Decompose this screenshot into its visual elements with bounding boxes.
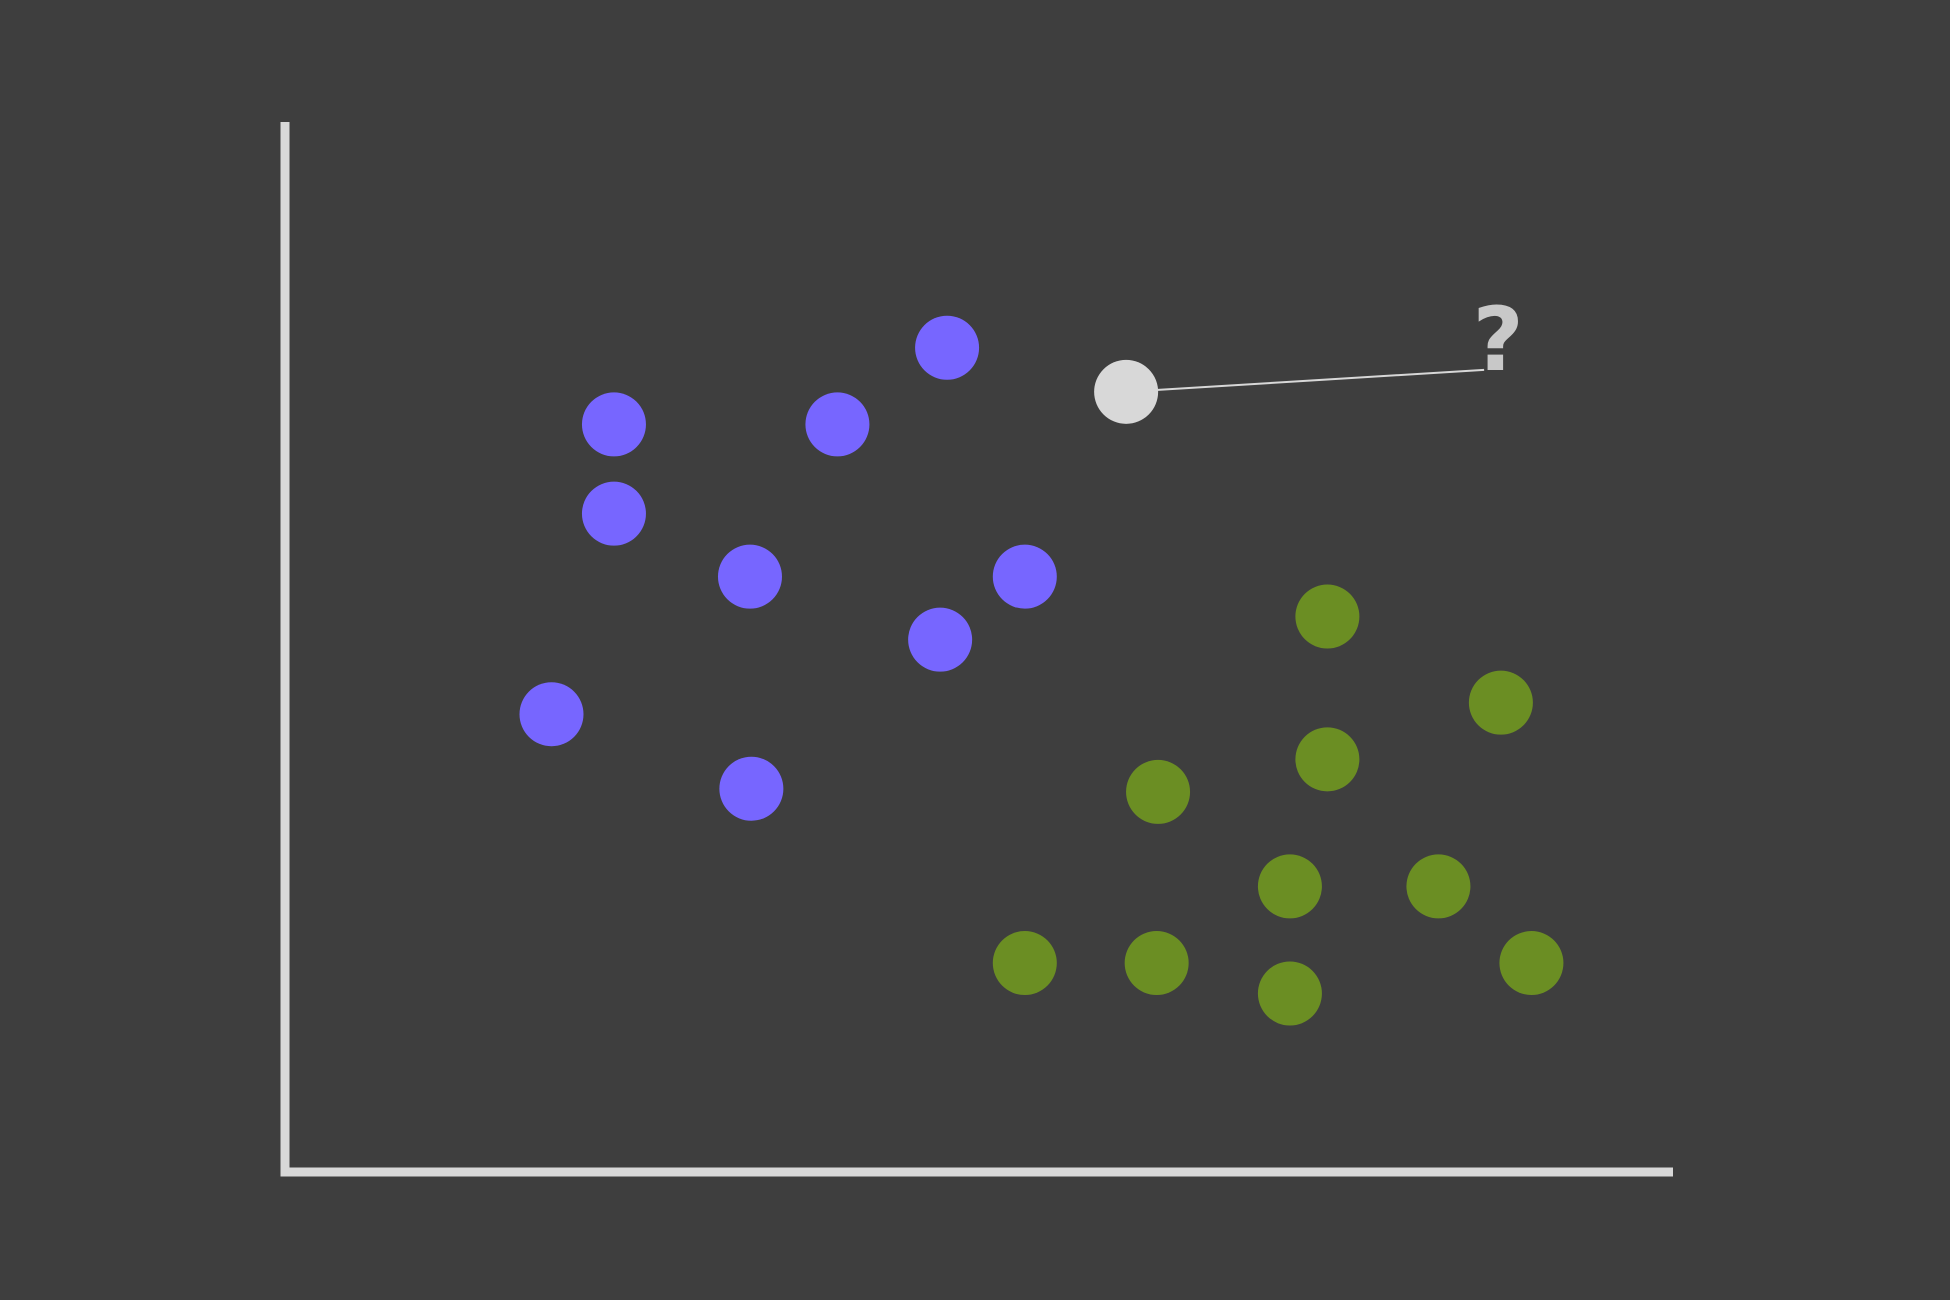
- data-point-s1-3: [1126, 759, 1191, 824]
- data-point-s0-5: [992, 544, 1057, 609]
- data-point-s0-1: [805, 392, 870, 457]
- points-layer: [519, 315, 1564, 1026]
- data-point-s1-0: [1295, 584, 1360, 649]
- data-point-s0-6: [908, 607, 973, 672]
- annotation-layer: ?: [1473, 288, 1524, 391]
- data-point-s2-0: [1094, 359, 1159, 424]
- annotation-connector-line: [1156, 368, 1485, 392]
- data-point-s1-1: [1468, 670, 1533, 735]
- data-point-s0-8: [719, 756, 784, 821]
- connector-layer: [1156, 368, 1485, 392]
- data-point-s0-2: [915, 315, 980, 380]
- data-point-s0-0: [581, 392, 646, 457]
- annotation-label-0: ?: [1473, 288, 1524, 391]
- data-point-s0-7: [519, 682, 584, 747]
- data-point-s1-4: [1257, 854, 1322, 919]
- data-point-s1-2: [1295, 727, 1360, 792]
- data-point-s1-7: [1124, 931, 1189, 996]
- data-point-s1-8: [1257, 961, 1322, 1026]
- data-point-s1-9: [1499, 931, 1564, 996]
- data-point-s1-5: [1406, 854, 1471, 919]
- data-point-s0-4: [717, 544, 782, 609]
- data-point-s1-6: [992, 931, 1057, 996]
- data-point-s0-3: [581, 481, 646, 546]
